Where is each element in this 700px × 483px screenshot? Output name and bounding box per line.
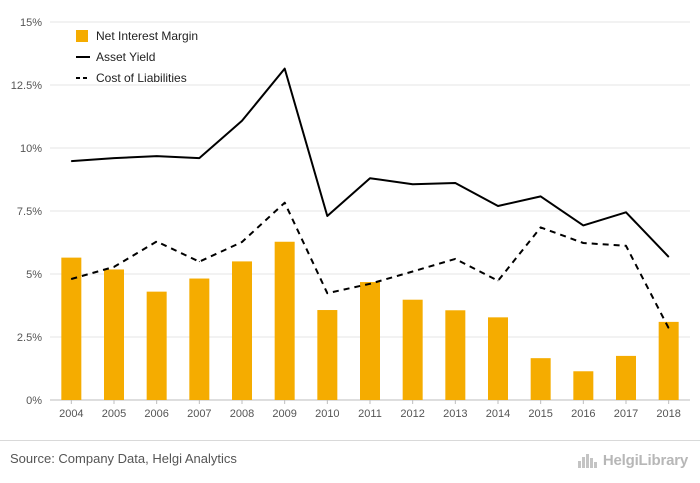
bar <box>360 282 380 400</box>
bar <box>402 299 423 400</box>
bar <box>104 269 124 400</box>
line-point <box>369 283 371 285</box>
x-tick-label: 2009 <box>272 408 296 420</box>
line-point <box>156 155 158 157</box>
chart: 0% 2.5% 5% 7.5% 10% 12.5% 15% 2004 2005 2006 2007… <box>11 17 690 420</box>
line-point <box>497 205 499 207</box>
legend: Net Interest Margin Asset Yield Cost of Li… <box>76 29 198 85</box>
line-point <box>284 202 286 204</box>
asset-yield-line <box>71 67 670 258</box>
line-point <box>454 182 456 184</box>
y-tick-label: 10% <box>20 143 42 155</box>
line-point <box>540 226 542 228</box>
legend-swatch-bar <box>76 30 88 42</box>
y-axis-ticks: 0% 2.5% 5% 7.5% 10% 12.5% 15% <box>11 17 42 407</box>
line-point <box>284 68 286 70</box>
line-point <box>241 241 243 243</box>
line-point <box>668 256 670 258</box>
bar <box>445 310 466 400</box>
y-tick-label: 0% <box>26 395 42 407</box>
line-point <box>497 280 499 282</box>
legend-label: Net Interest Margin <box>96 29 198 43</box>
x-tick-label: 2015 <box>528 408 552 420</box>
x-tick-label: 2018 <box>656 408 680 420</box>
line-point <box>582 224 584 226</box>
line-point <box>198 157 200 159</box>
x-tick-label: 2014 <box>486 408 510 420</box>
legend-label: Asset Yield <box>96 50 155 64</box>
x-tick-label: 2006 <box>144 408 168 420</box>
line-point <box>326 215 328 217</box>
bar <box>232 261 252 400</box>
brand-logo: HelgiLibrary <box>577 448 688 472</box>
x-tick-label: 2008 <box>230 408 254 420</box>
bar <box>616 355 636 400</box>
y-tick-label: 5% <box>26 269 42 281</box>
bar <box>274 241 295 400</box>
y-tick-label: 15% <box>20 17 42 29</box>
line-point <box>625 245 627 247</box>
x-tick-label: 2010 <box>315 408 339 420</box>
line-point <box>70 160 72 162</box>
line-point <box>540 195 542 197</box>
line-point <box>326 292 328 294</box>
x-tick-label: 2013 <box>443 408 467 420</box>
x-tick-label: 2011 <box>358 408 382 420</box>
y-tick-label: 2.5% <box>17 332 42 344</box>
bar <box>317 310 338 400</box>
source-note: Source: Company Data, Helgi Analytics <box>10 451 237 466</box>
line-point <box>70 278 72 280</box>
x-axis-ticks: 2004 2005 2006 2007 2008 2009 2010 2011 2012 2013… <box>59 400 681 420</box>
line-point <box>582 242 584 244</box>
bar <box>530 358 551 400</box>
brand-name: HelgiLibrary <box>602 451 688 469</box>
x-tick-label: 2017 <box>614 408 638 420</box>
footer-divider <box>0 440 700 441</box>
bar <box>189 278 210 400</box>
library-icon <box>577 454 597 468</box>
x-tick-label: 2007 <box>187 408 211 420</box>
line-point <box>625 211 627 213</box>
line-point <box>668 327 670 329</box>
line-point <box>113 266 115 268</box>
net-interest-margin-bars <box>61 241 679 400</box>
line-point <box>454 258 456 260</box>
x-tick-label: 2012 <box>400 408 424 420</box>
line-point <box>369 177 371 179</box>
line-point <box>113 157 115 159</box>
bar <box>658 321 679 400</box>
x-tick-label: 2016 <box>571 408 595 420</box>
line-point <box>156 240 158 242</box>
y-tick-label: 12.5% <box>11 80 42 92</box>
bar <box>61 257 82 400</box>
bar <box>488 317 508 400</box>
legend-label: Cost of Liabilities <box>96 71 187 85</box>
chart-svg: 0% 2.5% 5% 7.5% 10% 12.5% 15% 2004 2005 2006 2007… <box>11 17 690 420</box>
line-point <box>198 261 200 263</box>
x-tick-label: 2005 <box>102 408 126 420</box>
bar <box>573 371 594 400</box>
line-series <box>70 67 670 329</box>
line-point <box>241 120 243 122</box>
y-tick-label: 7.5% <box>17 206 42 218</box>
x-tick-label: 2004 <box>59 408 83 420</box>
line-point <box>412 183 414 185</box>
line-point <box>412 270 414 272</box>
bar <box>146 291 167 400</box>
